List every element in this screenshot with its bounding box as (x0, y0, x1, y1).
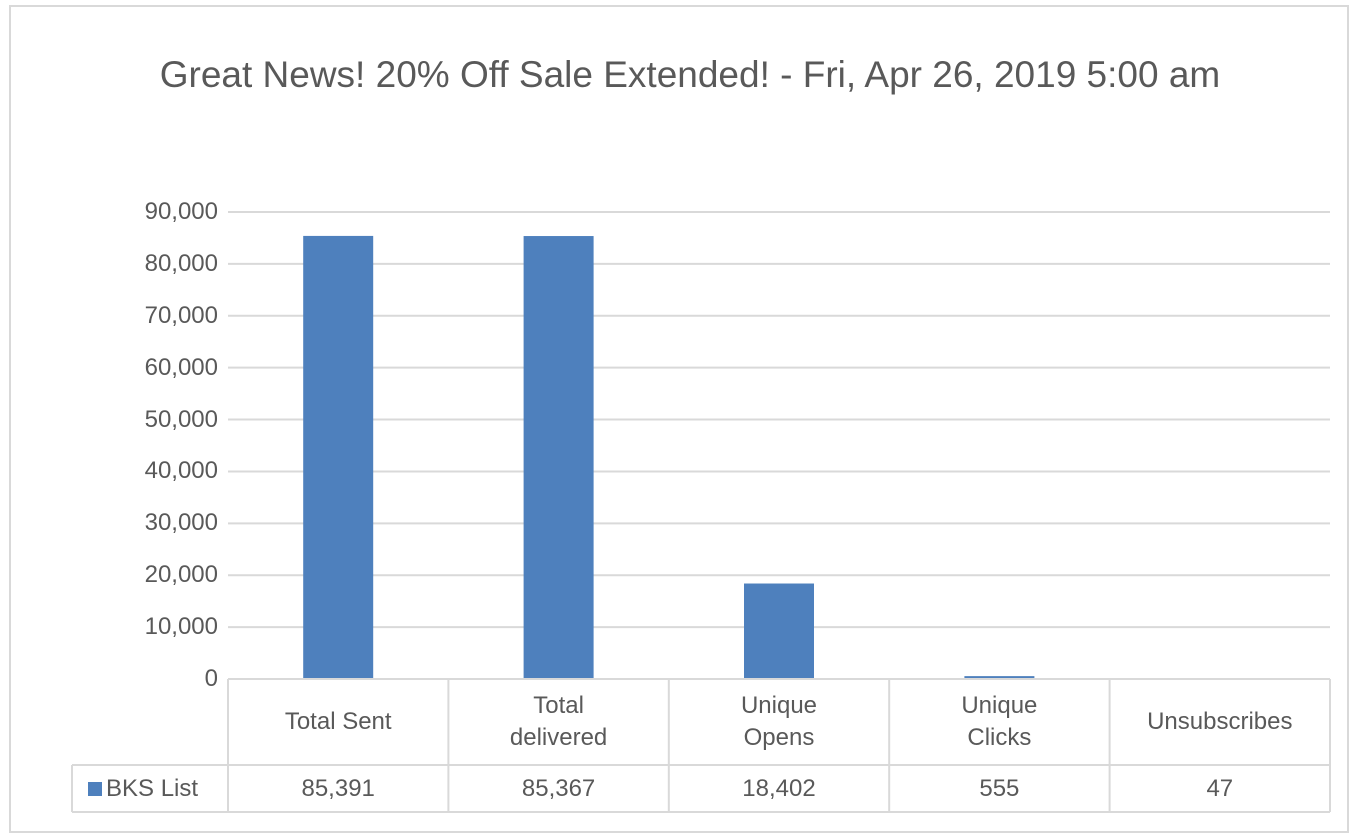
y-tick-label: 70,000 (144, 301, 218, 329)
x-tick-label: Unique Opens (740, 692, 818, 751)
y-tick-label: 20,000 (144, 561, 218, 589)
y-tick-label: 40,000 (144, 457, 218, 485)
bar (964, 676, 1035, 679)
y-tick-label: 90,000 (144, 198, 218, 225)
data-table-value: 47 (1206, 774, 1234, 802)
data-table-value: 18,402 (742, 774, 816, 802)
data-table-value: 555 (979, 774, 1020, 802)
data-table-value: 85,367 (521, 774, 596, 802)
bar (523, 236, 594, 680)
x-tick-label: Unique Clicks (961, 692, 1038, 751)
chart-title: Great News! 20% Off Sale Extended! - Fri… (159, 54, 1221, 95)
y-tick-label: 50,000 (144, 405, 218, 433)
bar (744, 583, 814, 679)
y-tick-label: 30,000 (144, 509, 218, 537)
x-tick-label: Total delivered (509, 692, 608, 751)
data-table-value: 85,391 (301, 774, 375, 802)
y-tick-label: 60,000 (144, 353, 218, 381)
y-tick-label: 80,000 (144, 249, 218, 277)
bar (303, 235, 374, 679)
x-tick-label: Total Sent (284, 708, 392, 735)
legend-key (88, 782, 102, 796)
y-tick-label: 0 (204, 665, 218, 692)
x-tick-label: Unsubscribes (1147, 708, 1293, 735)
y-tick-label: 10,000 (144, 613, 218, 641)
legend-label: BKS List (106, 774, 199, 802)
